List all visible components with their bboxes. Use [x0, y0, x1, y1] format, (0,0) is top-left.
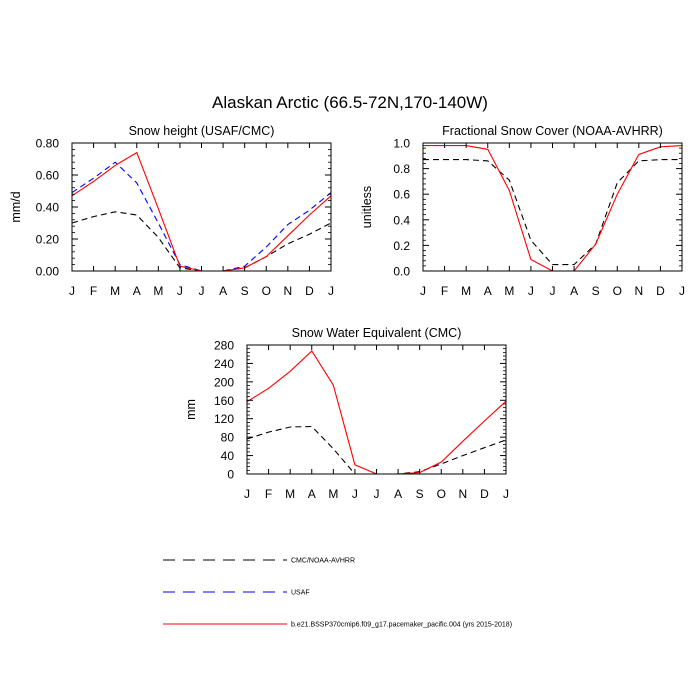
y-tick-label: 40 — [221, 449, 235, 463]
panel-fractional-snow-cover: Fractional Snow Cover (NOAA-AVHRR) unitle… — [360, 124, 685, 298]
y-tick-label: 160 — [214, 394, 234, 408]
x-tick-label: J — [420, 284, 426, 298]
x-tick-label: J — [177, 284, 183, 298]
x-tick-label: J — [69, 284, 75, 298]
x-tick-label: J — [328, 284, 334, 298]
legend-entry: USAF — [163, 590, 310, 597]
y-tick-label: 280 — [214, 339, 234, 353]
legend-entry: b.e21.BSSP370cmip6.f09_g17.pacemaker_pac… — [163, 622, 512, 629]
legend-label: b.e21.BSSP370cmip6.f09_g17.pacemaker_pac… — [291, 622, 512, 629]
series-line-cmc-noaa-avhrr — [246, 425, 507, 475]
x-tick-label: S — [592, 284, 600, 298]
legend-label: CMC/NOAA-AVHRR — [291, 558, 355, 565]
y-axis-label: mm/d — [9, 191, 23, 222]
y-tick-label: 0.4 — [393, 213, 410, 227]
x-tick-label: J — [550, 284, 556, 298]
x-tick-label: D — [656, 284, 665, 298]
x-tick-label: M — [110, 284, 120, 298]
x-tick-label: J — [199, 284, 205, 298]
panel-title: Fractional Snow Cover (NOAA-AVHRR) — [442, 124, 663, 138]
x-tick-label: A — [133, 284, 141, 298]
x-tick-label: F — [90, 284, 97, 298]
series-line-cmc-noaa-avhrr — [423, 159, 682, 266]
legend-label: USAF — [291, 590, 310, 597]
x-tick-label: M — [504, 284, 514, 298]
x-tick-label: M — [461, 284, 471, 298]
y-tick-label: 0.6 — [393, 188, 410, 202]
y-tick-label: 200 — [214, 375, 234, 389]
panels: Snow height (USAF/CMC)mm/dJ F M A M J J A S O N D J0… — [9, 124, 685, 501]
x-tick-label: N — [458, 487, 467, 501]
series-line-usaf — [71, 161, 332, 272]
y-tick-label: 0.0 — [393, 265, 410, 279]
y-tick-label: 0.8 — [393, 162, 410, 176]
panel-snow-water-equivalent: Snow Water Equivalent (CMC)mmJ F M A M J J A S O N… — [184, 326, 509, 501]
x-tick-label: N — [283, 284, 292, 298]
legend: CMC/NOAA-AVHRR USAF b.e21.BSSP370cmip6.f09… — [163, 558, 512, 629]
x-tick-label: A — [308, 487, 316, 501]
x-tick-label: M — [328, 487, 338, 501]
y-axis-label: unitless — [360, 186, 374, 228]
plot-frame — [71, 142, 332, 272]
y-tick-label: 0.2 — [393, 239, 410, 253]
panel-snow-height: Snow height (USAF/CMC)mm/dJ F M A M J J A S O N D J0… — [9, 124, 334, 298]
x-tick-label: J — [352, 487, 358, 501]
y-tick-label: 0.80 — [36, 137, 60, 151]
x-tick-label: A — [484, 284, 492, 298]
y-tick-label: 1.0 — [393, 137, 410, 151]
panel-title: Snow height (USAF/CMC) — [129, 124, 275, 138]
y-tick-label: 0 — [227, 468, 234, 482]
plot-frame — [422, 142, 683, 272]
y-tick-label: 240 — [214, 357, 234, 371]
panel-title: Snow Water Equivalent (CMC) — [292, 326, 462, 340]
legend-entry: CMC/NOAA-AVHRR — [163, 558, 355, 565]
series-line-model — [71, 151, 332, 272]
x-tick-label: J — [244, 487, 250, 501]
series-line-cmc-noaa-avhrr — [71, 211, 332, 272]
series-line-model — [246, 350, 507, 475]
y-tick-label: 0.60 — [36, 169, 60, 183]
x-tick-label: S — [416, 487, 424, 501]
x-tick-label: J — [528, 284, 534, 298]
x-tick-label: N — [634, 284, 643, 298]
x-tick-label: O — [613, 284, 622, 298]
x-tick-label: O — [262, 284, 271, 298]
series-line-model — [423, 145, 683, 272]
x-tick-label: F — [265, 487, 272, 501]
y-tick-label: 0.20 — [36, 233, 60, 247]
x-tick-label: F — [441, 284, 448, 298]
x-tick-label: J — [374, 487, 380, 501]
y-tick-label: 80 — [221, 431, 235, 445]
y-tick-label: 0.00 — [36, 265, 60, 279]
x-tick-label: M — [285, 487, 295, 501]
x-tick-label: J — [679, 284, 685, 298]
y-tick-label: 0.40 — [36, 201, 60, 215]
x-tick-label: D — [305, 284, 314, 298]
x-tick-label: D — [480, 487, 489, 501]
x-tick-label: M — [153, 284, 163, 298]
x-tick-label: A — [219, 284, 227, 298]
x-tick-label: O — [437, 487, 446, 501]
y-tick-label: 120 — [214, 412, 234, 426]
plot-frame — [246, 344, 507, 475]
x-tick-label: S — [241, 284, 249, 298]
x-tick-label: A — [394, 487, 402, 501]
x-tick-label: J — [503, 487, 509, 501]
y-axis-label: mm — [184, 399, 198, 420]
x-tick-label: A — [570, 284, 578, 298]
figure-title: Alaskan Arctic (66.5-72N,170-140W) — [212, 93, 488, 112]
